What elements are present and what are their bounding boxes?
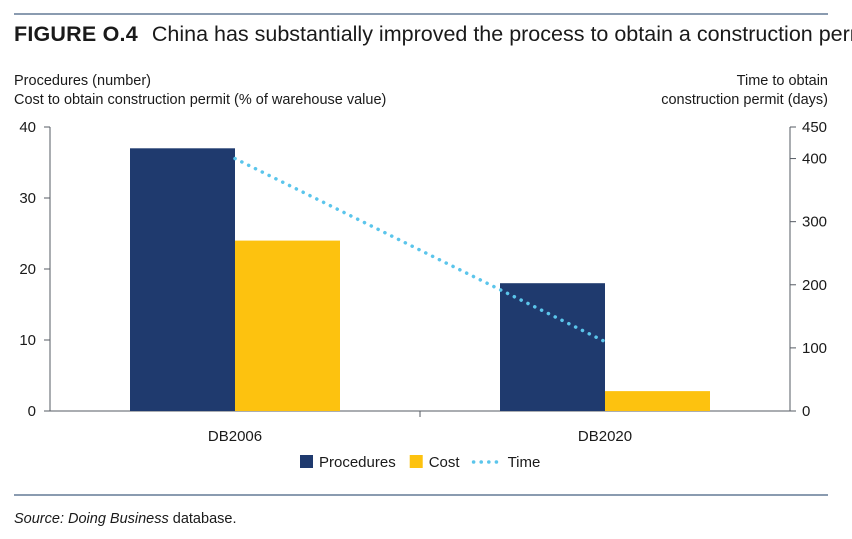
right-tick-label: 400 (802, 151, 827, 168)
source-prefix: Source: Doing Business (14, 511, 169, 527)
left-tick-label: 0 (28, 403, 36, 420)
bar-procedures-db2020 (500, 283, 605, 411)
left-axis-title-line1: Procedures (number) (14, 73, 151, 89)
bar-procedures-db2006 (130, 148, 235, 412)
legend-swatch-procedures (300, 455, 313, 468)
right-axis-title-line2: construction permit (days) (661, 92, 828, 108)
right-tick-label: 0 (802, 403, 810, 420)
figure-label: FIGURE O.4 (14, 22, 138, 46)
left-tick-label: 20 (19, 261, 36, 278)
left-tick-label: 40 (19, 119, 36, 136)
right-tick-label: 200 (802, 277, 827, 294)
bar-cost-db2020 (605, 391, 710, 411)
right-tick-label: 100 (802, 340, 827, 357)
left-tick-label: 10 (19, 332, 36, 349)
legend-label-procedures: Procedures (319, 454, 396, 471)
top-rule (14, 13, 828, 15)
source-suffix: database. (168, 511, 237, 527)
figure-title: China has substantially improved the pro… (151, 22, 852, 46)
left-axis-title: Procedures (number) Cost to obtain const… (14, 72, 386, 110)
right-axis-title-line1: Time to obtain (736, 73, 828, 89)
left-tick-label: 30 (19, 190, 36, 207)
legend-label-time: Time (508, 454, 541, 471)
bar-cost-db2006 (235, 240, 340, 411)
line-time (233, 156, 607, 344)
x-tick-label: DB2020 (578, 428, 632, 445)
legend-label-cost: Cost (429, 454, 461, 471)
left-axis-title-line2: Cost to obtain construction permit (% of… (14, 92, 387, 108)
bottom-rule (14, 494, 828, 496)
right-tick-label: 300 (802, 214, 827, 231)
x-tick-label: DB2006 (208, 428, 262, 445)
figure-header: FIGURE O.4 China has substantially improv… (14, 22, 852, 47)
right-tick-label: 450 (802, 119, 827, 136)
legend-swatch-cost (409, 455, 423, 468)
source-note: Source: Doing Business database. (14, 511, 236, 527)
right-axis-title: Time to obtain construction permit (days… (661, 72, 828, 110)
